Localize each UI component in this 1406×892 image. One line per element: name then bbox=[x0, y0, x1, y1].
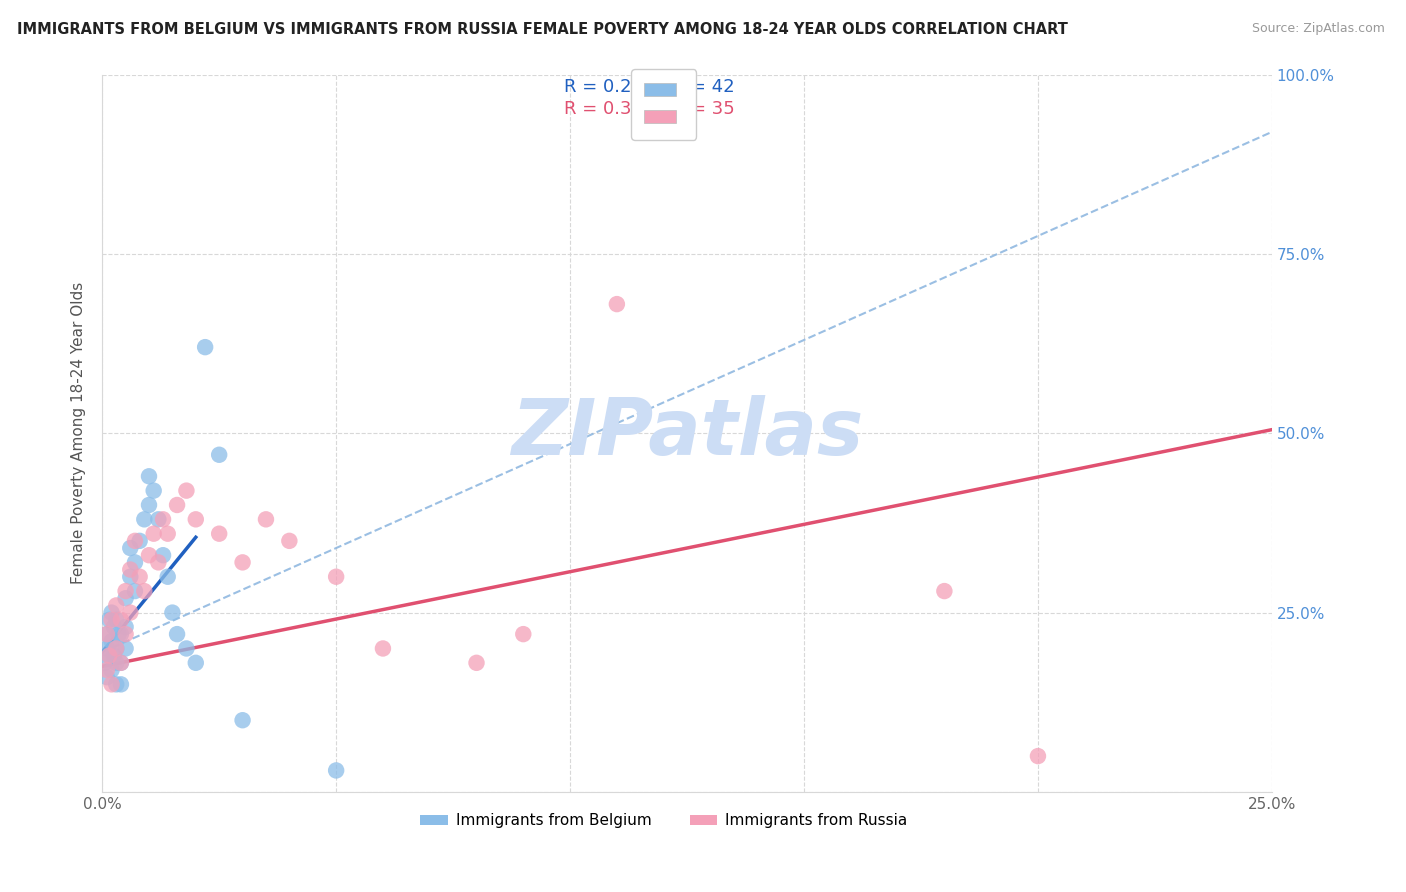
Point bbox=[100, 613, 122, 627]
Point bbox=[110, 677, 132, 691]
Point bbox=[100, 663, 122, 677]
Point bbox=[152, 548, 174, 562]
Point bbox=[162, 606, 184, 620]
Point bbox=[100, 606, 122, 620]
Text: Source: ZipAtlas.com: Source: ZipAtlas.com bbox=[1251, 22, 1385, 36]
Point bbox=[98, 613, 121, 627]
Point bbox=[105, 677, 128, 691]
Text: R = 0.238   N = 42: R = 0.238 N = 42 bbox=[564, 78, 735, 96]
Point bbox=[138, 498, 160, 512]
Point bbox=[278, 533, 301, 548]
Y-axis label: Female Poverty Among 18-24 Year Olds: Female Poverty Among 18-24 Year Olds bbox=[72, 282, 86, 584]
Text: R = 0.322   N = 35: R = 0.322 N = 35 bbox=[564, 100, 735, 118]
Point bbox=[114, 584, 136, 599]
Point bbox=[103, 620, 125, 634]
Point bbox=[105, 613, 128, 627]
Point bbox=[105, 641, 128, 656]
Point bbox=[184, 512, 207, 526]
Point bbox=[232, 713, 254, 727]
Point bbox=[152, 512, 174, 526]
Text: ZIPatlas: ZIPatlas bbox=[510, 395, 863, 471]
Legend: Immigrants from Belgium, Immigrants from Russia: Immigrants from Belgium, Immigrants from… bbox=[415, 807, 912, 835]
Point bbox=[1026, 749, 1049, 764]
Point bbox=[110, 613, 132, 627]
Point bbox=[606, 297, 628, 311]
Point bbox=[184, 656, 207, 670]
Point bbox=[148, 555, 170, 569]
Point bbox=[134, 512, 156, 526]
Point bbox=[142, 483, 165, 498]
Point bbox=[166, 627, 188, 641]
Point bbox=[105, 599, 128, 613]
Point bbox=[465, 656, 488, 670]
Point bbox=[325, 570, 347, 584]
Point bbox=[107, 627, 129, 641]
Point bbox=[96, 663, 118, 677]
Point bbox=[105, 641, 128, 656]
Point bbox=[194, 340, 217, 354]
Point bbox=[138, 548, 160, 562]
Point bbox=[254, 512, 277, 526]
Point bbox=[208, 448, 231, 462]
Point bbox=[371, 641, 394, 656]
Point bbox=[110, 656, 132, 670]
Text: IMMIGRANTS FROM BELGIUM VS IMMIGRANTS FROM RUSSIA FEMALE POVERTY AMONG 18-24 YEA: IMMIGRANTS FROM BELGIUM VS IMMIGRANTS FR… bbox=[17, 22, 1067, 37]
Point bbox=[98, 648, 121, 663]
Point bbox=[176, 483, 198, 498]
Point bbox=[96, 670, 118, 684]
Point bbox=[93, 656, 115, 670]
Point bbox=[96, 641, 118, 656]
Point bbox=[124, 584, 146, 599]
Point bbox=[114, 591, 136, 606]
Point bbox=[138, 469, 160, 483]
Point bbox=[124, 555, 146, 569]
Point bbox=[100, 634, 122, 648]
Point bbox=[105, 656, 128, 670]
Point bbox=[325, 764, 347, 778]
Point bbox=[934, 584, 956, 599]
Point bbox=[120, 606, 142, 620]
Point bbox=[103, 648, 125, 663]
Point bbox=[100, 677, 122, 691]
Point bbox=[110, 656, 132, 670]
Point bbox=[166, 498, 188, 512]
Point bbox=[176, 641, 198, 656]
Point bbox=[120, 570, 142, 584]
Point bbox=[156, 570, 179, 584]
Point bbox=[114, 641, 136, 656]
Point bbox=[232, 555, 254, 569]
Point bbox=[124, 533, 146, 548]
Point bbox=[120, 541, 142, 555]
Point bbox=[114, 627, 136, 641]
Point bbox=[98, 648, 121, 663]
Point bbox=[512, 627, 534, 641]
Point bbox=[96, 627, 118, 641]
Point bbox=[148, 512, 170, 526]
Point bbox=[156, 526, 179, 541]
Point bbox=[114, 620, 136, 634]
Point bbox=[142, 526, 165, 541]
Point bbox=[110, 627, 132, 641]
Point bbox=[208, 526, 231, 541]
Point bbox=[134, 584, 156, 599]
Point bbox=[128, 533, 150, 548]
Point bbox=[96, 627, 118, 641]
Point bbox=[120, 563, 142, 577]
Point bbox=[128, 570, 150, 584]
